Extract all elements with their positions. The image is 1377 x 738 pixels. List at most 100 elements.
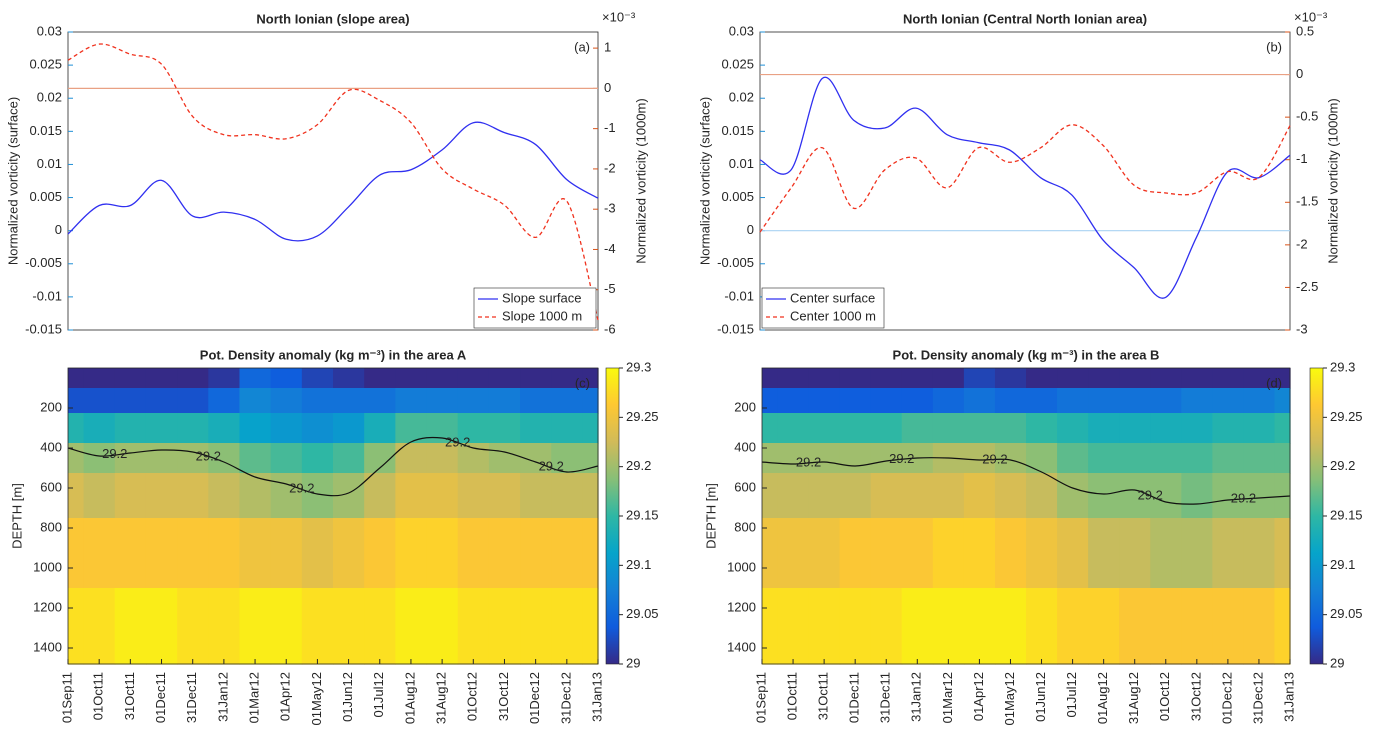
y2-tick-label: 1 xyxy=(604,40,611,55)
heatmap-cell xyxy=(520,518,552,589)
y-tick-label: 0.03 xyxy=(729,23,754,38)
heatmap-cell xyxy=(395,368,428,389)
x-tick-label: 01Oct11 xyxy=(784,672,799,720)
heatmap-cell xyxy=(1212,518,1245,589)
colorbar-tick-label: 29.25 xyxy=(626,409,659,424)
heatmap-cell xyxy=(145,588,178,665)
legend-label: Slope 1000 m xyxy=(502,308,582,323)
y-tick-label: 400 xyxy=(734,439,756,454)
y2-tick-label: -1 xyxy=(1296,151,1308,166)
y-axis-label: Normalized vorticity (surface) xyxy=(5,97,20,265)
heatmap-cell xyxy=(488,413,521,444)
x-tick-label: 31Jan13 xyxy=(589,672,604,722)
chart-title: Pot. Density anomaly (kg m⁻³) in the are… xyxy=(893,347,1160,362)
heatmap-cell xyxy=(808,443,841,474)
x-tick-label: 01Apr12 xyxy=(278,672,293,721)
heatmap-cell xyxy=(114,368,147,389)
heatmap-cell xyxy=(114,388,147,414)
colorbar-tick-label: 29.05 xyxy=(1330,606,1363,621)
colorbar-tick-label: 29.2 xyxy=(1330,458,1355,473)
y2-exponent: ×10⁻³ xyxy=(602,9,636,24)
x-tick-label: 31Jan12 xyxy=(215,672,230,722)
y-tick-label: 0.01 xyxy=(729,156,754,171)
y-axis-label: DEPTH [m] xyxy=(9,483,24,549)
heatmap-cell xyxy=(870,588,903,665)
heatmap-cell xyxy=(208,413,241,444)
heatmap-cell xyxy=(932,588,965,665)
heatmap-cell xyxy=(762,518,779,589)
heatmap-cell xyxy=(83,443,116,474)
x-tick-label: 31Dec12 xyxy=(1250,672,1265,724)
heatmap-cell xyxy=(582,413,599,444)
heatmap-cell xyxy=(520,388,552,414)
y-tick-label: 600 xyxy=(734,479,756,494)
heatmap-cell xyxy=(1088,588,1120,665)
heatmap-cell xyxy=(1274,473,1291,519)
heatmap-cell xyxy=(1243,443,1276,474)
heatmap-cell xyxy=(1150,413,1182,444)
heatmap-cell xyxy=(1181,443,1213,474)
contour-label: 29.2 xyxy=(796,454,821,469)
heatmap-cell xyxy=(994,588,1027,665)
heatmap-cell xyxy=(1119,518,1151,589)
panel-label: (a) xyxy=(574,39,590,54)
heatmap-cell xyxy=(932,368,965,389)
heatmap-cell xyxy=(457,388,490,414)
heatmap-cell xyxy=(551,368,584,389)
y-tick-label: 800 xyxy=(40,519,62,534)
heatmap-cell xyxy=(239,443,272,474)
y-tick-label: 0.015 xyxy=(29,123,62,138)
heatmap-cell xyxy=(1243,413,1276,444)
heatmap-cell xyxy=(83,368,116,389)
legend-box xyxy=(761,287,885,329)
heatmap-cell xyxy=(239,413,272,444)
x-tick-label: 31Dec11 xyxy=(184,672,199,723)
heatmap-cell xyxy=(83,518,116,589)
heatmap-cell xyxy=(301,388,334,414)
heatmap-cell xyxy=(333,588,365,665)
heatmap-cell xyxy=(808,388,841,414)
y-tick-label: -0.01 xyxy=(724,288,754,303)
heatmap-cell xyxy=(901,368,934,389)
heatmap-cell xyxy=(1274,588,1291,665)
heatmap-cell xyxy=(551,443,584,474)
y-tick-label: 1400 xyxy=(33,639,62,654)
heatmap-cell xyxy=(870,443,903,474)
heatmap-cell xyxy=(839,588,872,665)
heatmap-cell xyxy=(551,588,584,665)
heatmap-cell xyxy=(1274,388,1291,414)
heatmap-cell xyxy=(808,518,841,589)
heatmap-cell xyxy=(145,443,178,474)
y2-tick-label: 0 xyxy=(604,80,611,95)
x-tick-label: 01Jun12 xyxy=(340,672,355,722)
heatmap-cell xyxy=(145,518,178,589)
y2-tick-label: -1.5 xyxy=(1296,194,1318,209)
heatmap-cell xyxy=(932,518,965,589)
heatmap-cell xyxy=(1057,473,1089,519)
heatmap-cell xyxy=(1119,588,1151,665)
heatmap-cell xyxy=(426,443,459,474)
y-tick-label: 0.025 xyxy=(29,57,62,72)
heatmap-cell xyxy=(83,473,116,519)
y2-tick-label: -2.5 xyxy=(1296,279,1318,294)
heatmap-cell xyxy=(114,443,147,474)
chart-title: North Ionian (slope area) xyxy=(256,11,409,26)
plot-area xyxy=(759,31,1291,331)
heatmap-cell xyxy=(1150,368,1182,389)
heatmap-cell xyxy=(83,413,116,444)
heatmap-cell xyxy=(68,413,85,444)
heatmap-cell xyxy=(177,388,209,414)
heatmap-cell xyxy=(839,388,872,414)
heatmap-cell xyxy=(551,473,584,519)
heatmap-cell xyxy=(1057,388,1089,414)
y-tick-label: -0.005 xyxy=(717,255,754,270)
heatmap-cell xyxy=(1057,413,1089,444)
contour-line xyxy=(67,436,599,497)
heatmap-cell xyxy=(1243,388,1276,414)
heatmap-cell xyxy=(177,413,209,444)
x-tick-label: 01May12 xyxy=(1002,672,1017,725)
heatmap-cell xyxy=(1212,588,1245,665)
y-tick-label: 0.005 xyxy=(29,189,62,204)
heatmap-cell xyxy=(301,588,334,665)
y2-tick-label: -1 xyxy=(604,120,616,135)
